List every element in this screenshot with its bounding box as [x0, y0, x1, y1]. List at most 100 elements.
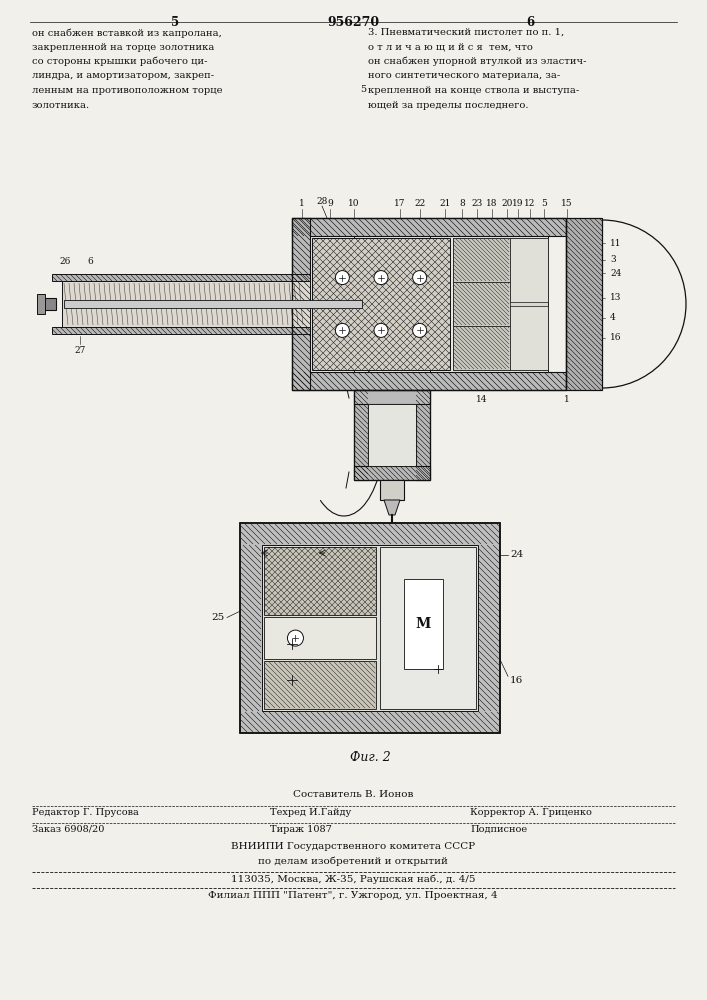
Circle shape: [413, 323, 426, 337]
Text: 22: 22: [414, 199, 426, 208]
Bar: [453, 238, 510, 282]
Text: 9: 9: [327, 199, 333, 208]
Text: 12: 12: [525, 199, 536, 208]
Text: золотника.: золотника.: [32, 101, 90, 109]
Text: о т л и ч а ю щ и й с я  тем, что: о т л и ч а ю щ и й с я тем, что: [368, 42, 533, 51]
Text: Филиал ППП "Патент", г. Ужгород, ул. Проектная, 4: Филиал ППП "Патент", г. Ужгород, ул. Про…: [208, 891, 498, 900]
Text: 4: 4: [610, 314, 616, 322]
Text: по делам изобретений и открытий: по делам изобретений и открытий: [258, 856, 448, 865]
Circle shape: [413, 271, 426, 285]
Text: 6: 6: [526, 16, 534, 29]
Text: Заказ 6908/20: Заказ 6908/20: [32, 825, 105, 834]
Bar: [354, 390, 368, 480]
Bar: [380, 547, 476, 709]
Text: 2: 2: [379, 430, 385, 440]
Text: Корректор А. Гриценко: Корректор А. Гриценко: [470, 808, 592, 817]
Bar: [240, 523, 500, 733]
Text: 13: 13: [610, 294, 621, 302]
Text: 25: 25: [212, 613, 225, 622]
Text: 956270: 956270: [327, 16, 379, 29]
Text: 6: 6: [87, 257, 93, 266]
Bar: [380, 480, 404, 500]
Bar: [264, 547, 376, 615]
Bar: [37, 294, 45, 314]
Text: закрепленной на торце золотника: закрепленной на торце золотника: [32, 42, 214, 51]
Text: 3. Пневматический пистолет по п. 1,: 3. Пневматический пистолет по п. 1,: [368, 28, 564, 37]
Bar: [264, 617, 376, 659]
Text: 24: 24: [610, 268, 621, 277]
Bar: [42, 298, 56, 310]
Text: Редактор Г. Прусова: Редактор Г. Прусова: [32, 808, 139, 817]
Bar: [354, 390, 430, 404]
Bar: [354, 390, 430, 480]
Bar: [292, 218, 566, 236]
Text: 5: 5: [360, 85, 366, 94]
Bar: [416, 390, 430, 480]
Bar: [566, 218, 602, 390]
Text: 14: 14: [477, 395, 488, 404]
Text: Техред И.Гайду: Техред И.Гайду: [270, 808, 351, 817]
Bar: [312, 238, 450, 370]
Text: Фиг. 1: Фиг. 1: [269, 562, 310, 575]
Text: M: M: [416, 617, 431, 631]
Bar: [510, 238, 548, 302]
Text: 17: 17: [395, 199, 406, 208]
Text: 8: 8: [459, 199, 465, 208]
Text: 24: 24: [510, 550, 523, 559]
Text: линдра, и амортизатором, закреп-: линдра, и амортизатором, закреп-: [32, 72, 214, 81]
Text: со стороны крышки рабочего ци-: со стороны крышки рабочего ци-: [32, 57, 207, 66]
Text: 3: 3: [610, 255, 616, 264]
Bar: [52, 274, 310, 281]
Text: он снабжен упорной втулкой из эластич-: он снабжен упорной втулкой из эластич-: [368, 57, 587, 66]
Bar: [354, 466, 430, 480]
Text: 20: 20: [501, 199, 513, 208]
Text: 10: 10: [349, 199, 360, 208]
Text: 26: 26: [59, 257, 71, 266]
Text: 16: 16: [510, 676, 523, 685]
Text: 1: 1: [564, 395, 570, 404]
Text: Тираж 1087: Тираж 1087: [270, 825, 332, 834]
Text: 113035, Москва, Ж-35, Раушская наб., д. 4/5: 113035, Москва, Ж-35, Раушская наб., д. …: [230, 874, 475, 884]
Bar: [310, 236, 548, 372]
Bar: [262, 545, 478, 711]
Bar: [510, 306, 548, 370]
Text: 5: 5: [171, 16, 179, 29]
Text: 11: 11: [610, 238, 621, 247]
Bar: [52, 327, 310, 334]
Bar: [292, 218, 310, 390]
Text: ющей за пределы последнего.: ющей за пределы последнего.: [368, 101, 529, 109]
Text: ВНИИПИ Государственного комитета СССР: ВНИИПИ Государственного комитета СССР: [231, 842, 475, 851]
Bar: [240, 523, 500, 733]
Text: Фиг. 2: Фиг. 2: [350, 751, 390, 764]
Circle shape: [335, 323, 349, 337]
Text: ного синтетического материала, за-: ного синтетического материала, за-: [368, 72, 560, 81]
Bar: [453, 238, 548, 370]
Bar: [62, 281, 310, 327]
Text: ленным на противоположном торце: ленным на противоположном торце: [32, 86, 223, 95]
Text: 21: 21: [439, 199, 450, 208]
Circle shape: [374, 271, 388, 285]
Bar: [292, 372, 566, 390]
Bar: [368, 404, 416, 466]
Bar: [64, 300, 362, 308]
Bar: [264, 661, 376, 709]
Bar: [404, 579, 443, 668]
Circle shape: [335, 271, 349, 285]
Circle shape: [374, 323, 388, 337]
Text: крепленной на конце ствола и выступа-: крепленной на конце ствола и выступа-: [368, 86, 579, 95]
Text: он снабжен вставкой из капролана,: он снабжен вставкой из капролана,: [32, 28, 222, 37]
Text: Подписное: Подписное: [470, 825, 527, 834]
Bar: [453, 326, 510, 370]
Text: 1: 1: [299, 199, 305, 208]
Text: Составитель В. Ионов: Составитель В. Ионов: [293, 790, 413, 799]
Text: 27: 27: [74, 346, 86, 355]
Text: 18: 18: [486, 199, 498, 208]
Circle shape: [288, 630, 303, 646]
Text: 5: 5: [541, 199, 547, 208]
Text: 23: 23: [472, 199, 483, 208]
Text: 19: 19: [513, 199, 524, 208]
Text: 28: 28: [316, 197, 327, 206]
Bar: [292, 218, 566, 390]
Polygon shape: [384, 500, 400, 515]
Text: 15: 15: [561, 199, 573, 208]
